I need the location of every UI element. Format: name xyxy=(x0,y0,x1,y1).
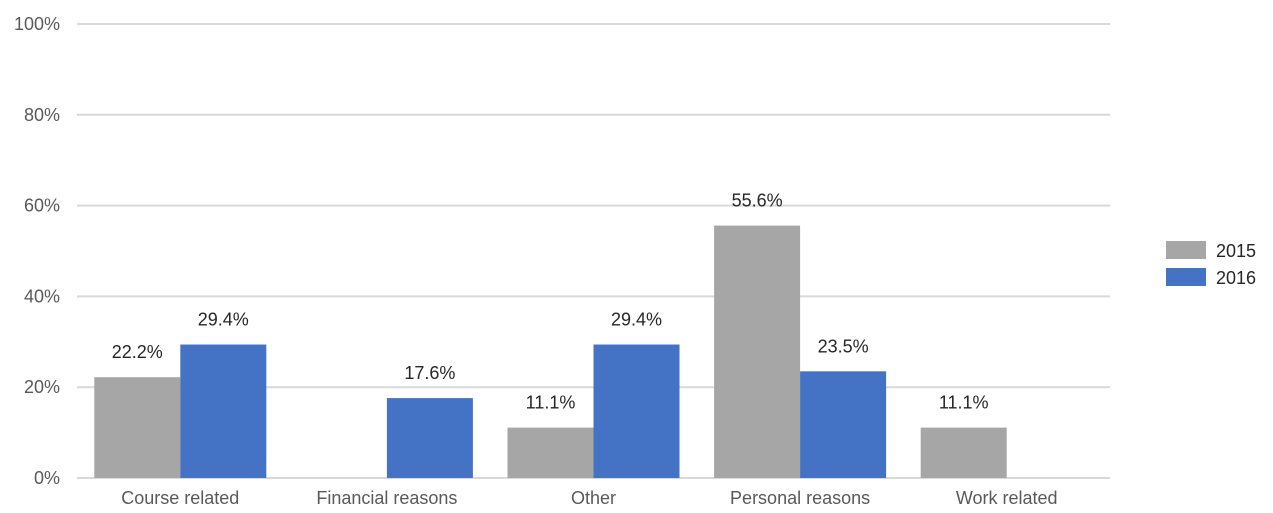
data-label: 29.4% xyxy=(198,310,249,330)
x-category-label: Work related xyxy=(956,488,1058,508)
y-axis-tick-labels: 0% 20% 40% 60% 80% 100% xyxy=(14,14,60,488)
y-tick-label: 20% xyxy=(24,377,60,397)
bar-2016-financial-reasons xyxy=(386,398,473,478)
y-tick-label: 40% xyxy=(24,286,60,306)
x-category-label: Personal reasons xyxy=(730,488,870,508)
legend: 2015 2016 xyxy=(1166,241,1256,288)
bar-2016-personal-reasons xyxy=(800,371,887,478)
bar-2015-other xyxy=(507,427,594,478)
bar-2016-other xyxy=(593,344,680,478)
data-label: 11.1% xyxy=(526,393,576,413)
x-category-label: Course related xyxy=(121,488,239,508)
data-label: 23.5% xyxy=(818,336,869,356)
data-label: 17.6% xyxy=(404,363,455,383)
bar-2016-course-related xyxy=(180,344,267,478)
legend-swatch-2016 xyxy=(1166,268,1206,286)
x-axis-category-labels: Course related Financial reasons Other Pers… xyxy=(121,488,1057,508)
y-tick-label: 60% xyxy=(24,196,60,216)
data-labels: 22.2% 29.4% 17.6% 11.1% 29.4% 55.6% 23.5% 11.1% xyxy=(112,191,989,413)
data-label: 55.6% xyxy=(732,191,783,211)
y-tick-label: 0% xyxy=(34,468,60,488)
legend-label: 2016 xyxy=(1216,268,1256,288)
legend-swatch-2015 xyxy=(1166,241,1206,259)
x-category-label: Financial reasons xyxy=(316,488,457,508)
data-label: 29.4% xyxy=(611,310,662,330)
y-tick-label: 100% xyxy=(14,14,60,34)
bar-2015-work-related xyxy=(920,427,1007,478)
data-label: 11.1% xyxy=(939,393,989,413)
bar-2015-course-related xyxy=(94,377,181,478)
y-tick-label: 80% xyxy=(24,105,60,125)
bars xyxy=(94,225,1007,478)
legend-label: 2015 xyxy=(1216,241,1256,261)
x-category-label: Other xyxy=(571,488,616,508)
bar-2015-personal-reasons xyxy=(714,225,801,478)
data-label: 22.2% xyxy=(112,342,163,362)
